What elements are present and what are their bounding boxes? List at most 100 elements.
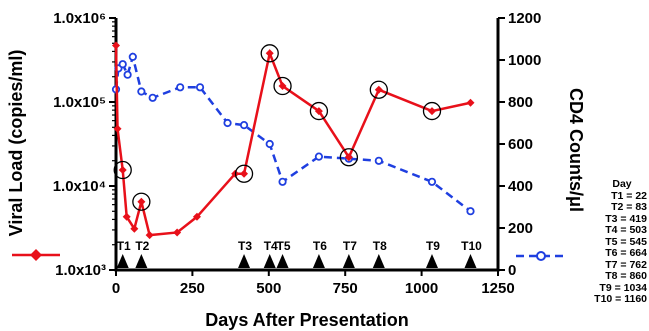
time-marker-triangle [276, 254, 289, 268]
legend-layer [12, 249, 566, 261]
y-axis-left-title: Viral Load (copies/ml) [6, 50, 26, 237]
time-marker-label: T2 [135, 239, 149, 253]
cd4-data-point [123, 70, 132, 79]
series-layer [111, 41, 475, 240]
x-tick-label: 0 [112, 280, 120, 297]
sample-circle [132, 192, 151, 211]
y-right-tick-label: 400 [508, 178, 533, 195]
y-left-tick-label: 1.0x10⁵ [53, 94, 106, 111]
day-table-row: T7 = 762 [605, 258, 647, 271]
y-right-tick-label: 1000 [508, 52, 541, 69]
time-marker-triangle [238, 254, 251, 268]
day-table-row: T10 = 1160 [594, 293, 647, 305]
cd4-data-point [265, 139, 274, 149]
x-tick-label: 250 [180, 280, 205, 297]
viral-load-data-point [278, 82, 287, 91]
viral-load-data-point [374, 85, 383, 94]
sample-circle [422, 101, 442, 121]
x-tick-label: 500 [256, 280, 281, 297]
viral-load-data-point [466, 98, 475, 107]
viral-load-data-point [265, 49, 274, 58]
x-axis-title: Days After Presentation [205, 310, 408, 330]
cd4-data-point [223, 118, 232, 128]
day-table-title: Day [612, 178, 632, 190]
cd4-data-point [128, 52, 137, 61]
x-tick-label: 750 [333, 280, 358, 297]
sample-circle [339, 148, 359, 167]
day-table-row: T8 = 860 [605, 270, 647, 282]
cd4-data-point [118, 60, 127, 69]
cd4-data-point [239, 121, 249, 130]
cd4-data-point [374, 156, 383, 165]
cd4-data-point [466, 207, 475, 216]
cd4-data-point [148, 93, 157, 102]
time-marker-label: T10 [461, 239, 482, 253]
x-tick-label: 1250 [481, 280, 514, 297]
y-left-tick-label: 1.0x10⁶ [53, 10, 106, 27]
viral-load-data-point [145, 231, 154, 240]
viral-load-data-point [118, 166, 127, 175]
time-marker-label: T1 [117, 239, 131, 253]
time-marker-triangle [342, 254, 355, 268]
y-right-tick-label: 1200 [508, 10, 541, 27]
viral-load-data-point [122, 212, 131, 221]
day-table-row: T5 = 545 [605, 235, 647, 248]
viral-load-data-point [427, 107, 436, 116]
viral-load-data-point [112, 41, 120, 50]
day-table-row: T4 = 503 [605, 224, 647, 236]
time-marker-triangle [372, 254, 385, 268]
time-marker-label: T3 [238, 239, 252, 253]
y-right-tick-label: 800 [508, 94, 533, 111]
day-table-row: T2 = 83 [611, 201, 647, 213]
viral-load-series-line [114, 45, 471, 237]
sample-circle [234, 164, 254, 183]
time-marker-triangle [312, 254, 325, 268]
time-marker-triangle [116, 254, 129, 268]
cd4-data-point [278, 177, 287, 186]
time-marker-label: T8 [373, 239, 387, 253]
sample-circle [260, 44, 279, 63]
sample-circle [273, 76, 292, 96]
cd4-data-point [314, 152, 324, 161]
y-right-tick-label: 200 [508, 220, 533, 237]
viral-load-data-point [137, 197, 146, 206]
time-marker-triangle [464, 254, 477, 268]
sample-circle [309, 101, 329, 121]
day-table-row: T9 = 1034 [599, 281, 647, 294]
time-marker-triangle [135, 254, 148, 268]
viral-load-data-point [240, 169, 249, 178]
time-marker-label: T9 [426, 239, 440, 253]
viral-load-data-point [314, 107, 323, 116]
y-left-tick-label: 1.0x10⁴ [53, 178, 106, 195]
x-tick-label: 1000 [405, 280, 438, 297]
cd4-data-point [137, 87, 146, 96]
viral-load-data-point [344, 153, 353, 162]
viral-load-data-point [113, 124, 122, 133]
y-left-tick-label: 1.0x10³ [55, 262, 106, 279]
day-table-row: T1 = 22 [611, 189, 647, 202]
sample-circle [113, 160, 132, 180]
time-marker-label: T7 [343, 239, 357, 253]
time-marker-label: T5 [277, 239, 291, 253]
day-table-row: T3 = 419 [605, 212, 647, 225]
viral-load-data-point [192, 212, 201, 221]
day-table: Day T1 = 22 T2 = 83 T3 = 419 T4 = 503 T5… [593, 178, 649, 306]
time-marker-label: T6 [313, 239, 327, 253]
viral-load-data-point [173, 228, 182, 237]
cd4-data-point [427, 177, 437, 186]
viral-load-data-point [130, 224, 139, 233]
time-marker-triangle [425, 254, 438, 268]
y-axis-right-title: CD4 Counts/μl [566, 88, 586, 212]
cd4-data-point [195, 83, 205, 92]
legend-viral-marker [30, 249, 42, 261]
legend-cd4-marker [536, 251, 546, 261]
cd4-series-line [114, 52, 472, 213]
time-marker-label: T4 [264, 239, 278, 253]
day-table-row: T6 = 664 [605, 247, 647, 259]
y-right-tick-label: 600 [508, 136, 533, 153]
sample-circle [369, 80, 388, 99]
cd4-data-point [176, 83, 185, 92]
time-marker-triangle [263, 254, 276, 268]
